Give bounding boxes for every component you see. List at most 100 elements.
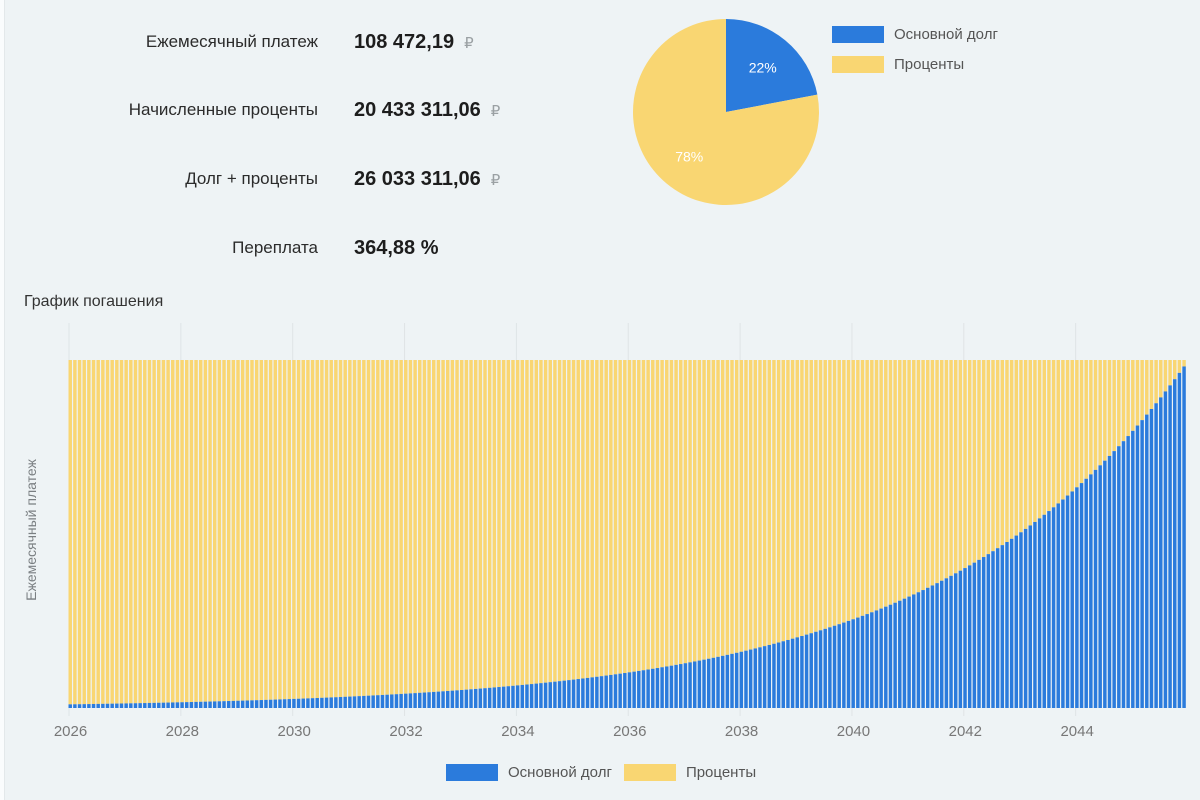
bar-interest[interactable]: [1154, 360, 1158, 404]
bar-interest[interactable]: [422, 360, 427, 693]
bar-principal[interactable]: [665, 666, 669, 708]
bar-principal[interactable]: [324, 697, 329, 708]
bar-principal[interactable]: [748, 649, 753, 708]
bar-principal[interactable]: [991, 551, 995, 708]
bar-principal[interactable]: [161, 702, 166, 708]
bar-principal[interactable]: [96, 703, 100, 708]
bar-principal[interactable]: [730, 653, 734, 708]
bar-principal[interactable]: [436, 691, 441, 708]
bar-interest[interactable]: [152, 360, 156, 703]
bar-interest[interactable]: [259, 360, 264, 701]
bar-principal[interactable]: [534, 683, 539, 708]
bar-principal[interactable]: [147, 702, 152, 708]
bar-principal[interactable]: [268, 699, 273, 708]
bar-interest[interactable]: [730, 360, 734, 654]
bar-interest[interactable]: [212, 360, 217, 702]
bar-interest[interactable]: [930, 360, 935, 586]
bar-principal[interactable]: [595, 676, 599, 708]
bar-principal[interactable]: [702, 659, 706, 708]
bar-interest[interactable]: [641, 360, 646, 671]
bar-interest[interactable]: [1019, 360, 1023, 533]
bar-principal[interactable]: [1089, 474, 1093, 708]
bar-principal[interactable]: [711, 657, 716, 708]
bar-interest[interactable]: [1033, 360, 1037, 522]
bar-interest[interactable]: [1098, 360, 1102, 466]
bar-principal[interactable]: [157, 702, 161, 708]
bar-interest[interactable]: [758, 360, 762, 648]
bar-interest[interactable]: [292, 360, 296, 699]
bar-interest[interactable]: [856, 360, 860, 618]
bar-principal[interactable]: [413, 693, 417, 708]
bar-principal[interactable]: [212, 701, 217, 708]
legend-item-interest[interactable]: Проценты: [832, 54, 998, 74]
bar-principal[interactable]: [553, 681, 557, 708]
bar-interest[interactable]: [301, 360, 305, 699]
bar-interest[interactable]: [96, 360, 100, 704]
bar-interest[interactable]: [436, 360, 441, 692]
bar-interest[interactable]: [921, 360, 925, 591]
bar-principal[interactable]: [264, 699, 268, 708]
bar-principal[interactable]: [352, 696, 357, 708]
legend-item-principal[interactable]: Основной долг: [832, 24, 998, 44]
bar-interest[interactable]: [1121, 360, 1126, 442]
bar-interest[interactable]: [1182, 360, 1186, 367]
bar-interest[interactable]: [688, 360, 692, 663]
bar-principal[interactable]: [497, 687, 501, 708]
bar-principal[interactable]: [823, 628, 827, 708]
bar-principal[interactable]: [949, 575, 953, 708]
bar-principal[interactable]: [110, 703, 114, 708]
bar-principal[interactable]: [1163, 391, 1168, 708]
bar-interest[interactable]: [748, 360, 753, 650]
bar-interest[interactable]: [87, 360, 91, 705]
bar-interest[interactable]: [553, 360, 557, 682]
bar-interest[interactable]: [1103, 360, 1107, 461]
bar-principal[interactable]: [809, 633, 813, 708]
bar-principal[interactable]: [571, 679, 576, 708]
bar-principal[interactable]: [1005, 542, 1009, 708]
bar-principal[interactable]: [1009, 538, 1014, 708]
bar-interest[interactable]: [725, 360, 730, 655]
bar-principal[interactable]: [599, 676, 604, 708]
bar-interest[interactable]: [683, 360, 688, 664]
bar-principal[interactable]: [893, 602, 897, 708]
bar-principal[interactable]: [902, 598, 907, 708]
bar-interest[interactable]: [394, 360, 399, 695]
bar-interest[interactable]: [315, 360, 319, 699]
bar-interest[interactable]: [478, 360, 483, 689]
bar-principal[interactable]: [310, 698, 315, 708]
bar-interest[interactable]: [557, 360, 562, 682]
bar-interest[interactable]: [669, 360, 674, 666]
bar-interest[interactable]: [324, 360, 329, 698]
bar-principal[interactable]: [376, 695, 380, 708]
bar-interest[interactable]: [1028, 360, 1033, 526]
bar-principal[interactable]: [185, 702, 189, 708]
bar-principal[interactable]: [250, 700, 254, 708]
bar-interest[interactable]: [548, 360, 552, 683]
bar-interest[interactable]: [1075, 360, 1079, 488]
bar-principal[interactable]: [422, 692, 427, 708]
bar-principal[interactable]: [529, 684, 534, 708]
bar-principal[interactable]: [222, 701, 226, 708]
bar-principal[interactable]: [692, 661, 697, 708]
bar-interest[interactable]: [963, 360, 967, 569]
bar-interest[interactable]: [385, 360, 389, 695]
bar-interest[interactable]: [310, 360, 315, 699]
bar-principal[interactable]: [348, 696, 352, 708]
bar-interest[interactable]: [264, 360, 268, 700]
bar-principal[interactable]: [77, 704, 82, 708]
bar-principal[interactable]: [450, 690, 455, 708]
bar-principal[interactable]: [1056, 503, 1060, 708]
bar-principal[interactable]: [585, 677, 590, 708]
bar-interest[interactable]: [222, 360, 226, 702]
bar-interest[interactable]: [581, 360, 585, 679]
bar-interest[interactable]: [1056, 360, 1060, 504]
bar-interest[interactable]: [949, 360, 953, 576]
bar-principal[interactable]: [753, 648, 758, 708]
bar-principal[interactable]: [1154, 403, 1158, 708]
bar-interest[interactable]: [133, 360, 138, 704]
bar-principal[interactable]: [217, 701, 222, 708]
bar-interest[interactable]: [143, 360, 147, 704]
bar-interest[interactable]: [399, 360, 403, 694]
bar-interest[interactable]: [879, 360, 883, 609]
bar-interest[interactable]: [609, 360, 613, 675]
